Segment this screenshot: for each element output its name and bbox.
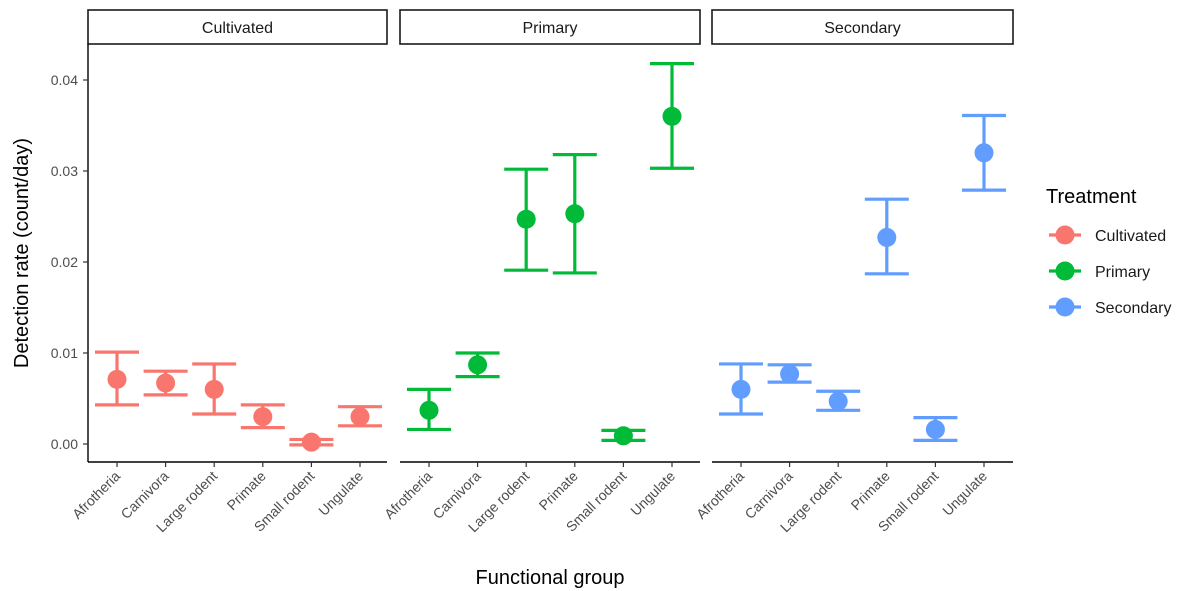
data-point — [780, 364, 800, 384]
legend-key-point — [1055, 297, 1075, 317]
errorbar-small-rodent — [289, 432, 334, 452]
legend-label: Secondary — [1095, 300, 1172, 317]
y-axis: 0.00 0.01 0.02 0.03 0.04 — [51, 72, 88, 452]
facet-strip-label: Secondary — [824, 20, 901, 37]
legend-title: Treatment — [1046, 186, 1137, 208]
data-point — [107, 369, 127, 389]
errorbar-large-rodent — [192, 362, 237, 416]
errorbar-afrotheria — [95, 350, 139, 407]
legend-key-point — [1055, 225, 1075, 245]
facet-strip-label: Primary — [522, 20, 577, 37]
legend: Treatment Cultivated Primary Secondary — [1046, 186, 1172, 317]
y-tick-label: 0.03 — [51, 163, 78, 179]
errorbar-small-rodent — [913, 416, 958, 442]
x-tick-label: Afrotheria — [69, 468, 123, 522]
legend-item-cultivated: Cultivated — [1049, 225, 1166, 245]
errorbar-afrotheria — [719, 362, 763, 416]
y-tick-label: 0.02 — [51, 254, 78, 270]
data-point — [204, 379, 224, 399]
errorbar-small-rodent — [601, 426, 646, 446]
errorbar-carnivora — [767, 363, 812, 384]
legend-label: Primary — [1095, 264, 1150, 281]
data-point — [877, 227, 897, 247]
errorbar-primate — [552, 153, 597, 275]
legend-item-secondary: Secondary — [1049, 297, 1172, 317]
data-point — [301, 432, 321, 452]
x-tick-label: Primate — [848, 468, 894, 514]
x-tick-label: Ungulate — [315, 468, 366, 519]
x-tick-label: Ungulate — [627, 468, 678, 519]
facet-strip-label: Cultivated — [202, 20, 273, 37]
errorbar-large-rodent — [816, 389, 861, 412]
data-point — [156, 373, 176, 393]
facet-strip — [711, 9, 1014, 45]
errorbar-ungulate — [338, 405, 382, 428]
data-point — [613, 426, 633, 446]
facet-strip — [399, 9, 701, 45]
x-tick-label: Primate — [536, 468, 582, 514]
data-point — [419, 400, 439, 420]
errorbar-large-rodent — [504, 167, 549, 272]
data-point — [516, 209, 536, 229]
errorbar-primate — [240, 403, 285, 430]
data-point — [253, 407, 273, 427]
y-tick-label: 0.04 — [51, 72, 78, 88]
x-tick-label: Primate — [224, 468, 270, 514]
x-tick-label: Afrotheria — [381, 468, 435, 522]
data-point — [468, 355, 488, 375]
data-point — [662, 106, 682, 126]
legend-label: Cultivated — [1095, 228, 1166, 245]
errorbar-carnivora — [455, 351, 500, 379]
data-point — [925, 419, 945, 439]
facet-strip — [87, 9, 388, 45]
x-tick-label: Ungulate — [939, 468, 990, 519]
data-point — [828, 391, 848, 411]
data-point — [565, 204, 585, 224]
errorbar-ungulate — [650, 62, 694, 170]
y-axis-title: Detection rate (count/day) — [11, 138, 33, 368]
errorbar-afrotheria — [407, 387, 451, 432]
data-point — [974, 143, 994, 163]
errorbar-carnivora — [143, 369, 188, 397]
x-tick-label: Afrotheria — [693, 468, 747, 522]
data-point — [350, 407, 370, 427]
y-tick-label: 0.00 — [51, 436, 78, 452]
errorbar-ungulate — [962, 113, 1006, 192]
y-tick-label: 0.01 — [51, 345, 78, 361]
errorbar-primate — [864, 197, 909, 276]
legend-key-point — [1055, 261, 1075, 281]
x-axis-title: Functional group — [476, 567, 625, 589]
data-point — [731, 379, 751, 399]
legend-item-primary: Primary — [1049, 261, 1150, 281]
